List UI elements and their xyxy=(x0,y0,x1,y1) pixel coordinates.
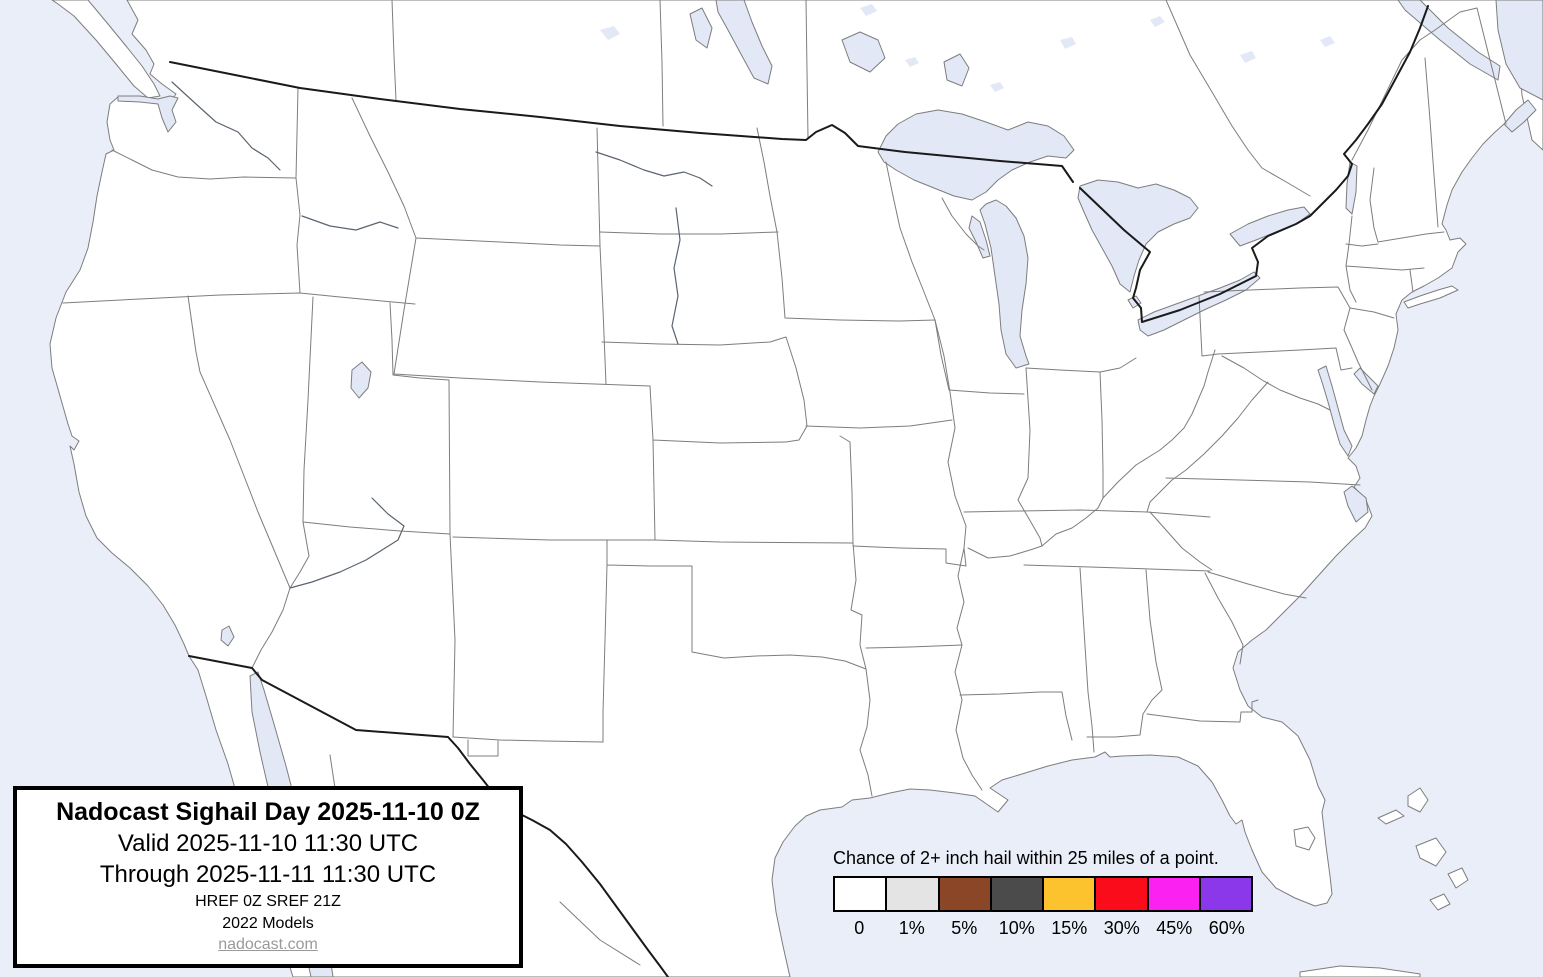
legend-swatch-1 xyxy=(885,878,938,910)
probability-legend: Chance of 2+ inch hail within 25 miles o… xyxy=(833,848,1253,939)
lake-winnipeg xyxy=(715,0,773,85)
missouri-river xyxy=(595,151,713,345)
legend-label-0: 0 xyxy=(854,918,865,938)
legend-label-45: 45% xyxy=(1156,918,1193,938)
lake-okeechobee xyxy=(1293,826,1316,851)
us-canada-border xyxy=(169,61,1074,183)
state-borders xyxy=(62,0,1507,966)
colorado-river xyxy=(289,497,405,589)
mainland xyxy=(49,0,1543,977)
lake-huron xyxy=(1077,179,1199,293)
puget-sound xyxy=(117,95,179,133)
bahamas-islands xyxy=(1377,787,1469,911)
legend-label-1: 1% xyxy=(898,918,925,938)
lake-superior xyxy=(877,109,1075,201)
legend-caption: Chance of 2+ inch hail within 25 miles o… xyxy=(833,848,1219,868)
lake-manitoba xyxy=(689,7,713,49)
snake-river xyxy=(301,215,399,231)
green-bay xyxy=(968,215,991,259)
legend-swatch-45 xyxy=(1146,878,1199,910)
legend-swatch-30 xyxy=(1094,878,1147,910)
cuba xyxy=(1299,965,1421,977)
long-island xyxy=(1403,285,1459,309)
pamlico-sound xyxy=(1343,485,1369,523)
gulf-st-lawrence xyxy=(1495,0,1543,101)
nadocast-link[interactable]: nadocast.com xyxy=(218,936,318,953)
model-year: 2022 Models xyxy=(222,915,314,932)
rivers xyxy=(171,81,713,589)
legend-swatch-10 xyxy=(989,878,1042,910)
forecast-title: Nadocast Sighail Day 2025-11-10 0Z xyxy=(56,798,480,826)
legend-swatch-row xyxy=(833,876,1253,912)
legend-label-10: 10% xyxy=(998,918,1035,938)
valid-time: Valid 2025-11-10 11:30 UTC xyxy=(117,830,419,857)
model-sources: HREF 0Z SREF 21Z xyxy=(195,893,341,910)
salton-sea xyxy=(220,625,235,647)
site-link-row: nadocast.com xyxy=(17,934,519,956)
legend-label-row: 0 1% 5% 10% 15% 30% 45% 60% xyxy=(833,918,1253,939)
great-salt-lake xyxy=(350,361,372,399)
great-lakes-border xyxy=(1079,5,1429,323)
lake-michigan xyxy=(979,199,1030,369)
legend-swatch-15 xyxy=(1042,878,1095,910)
bay-of-fundy xyxy=(1503,99,1537,133)
vancouver-island xyxy=(51,0,161,99)
legend-swatch-5 xyxy=(937,878,990,910)
columbia-river xyxy=(171,81,281,171)
lake-of-the-woods xyxy=(841,31,886,73)
legend-swatch-60 xyxy=(1198,878,1251,910)
lake-nipigon xyxy=(943,53,970,87)
legend-label-30: 30% xyxy=(1103,918,1140,938)
legend-label-5: 5% xyxy=(951,918,978,938)
legend-label-60: 60% xyxy=(1208,918,1245,938)
lake-ontario xyxy=(1229,206,1311,247)
title-box: Nadocast Sighail Day 2025-11-10 0Z Valid… xyxy=(13,786,523,968)
delaware-bay xyxy=(1353,367,1379,395)
legend-swatch-0 xyxy=(835,878,886,910)
legend-label-15: 15% xyxy=(1051,918,1088,938)
chesapeake-bay xyxy=(1317,365,1353,457)
through-time: Through 2025-11-11 11:30 UTC xyxy=(99,861,437,888)
